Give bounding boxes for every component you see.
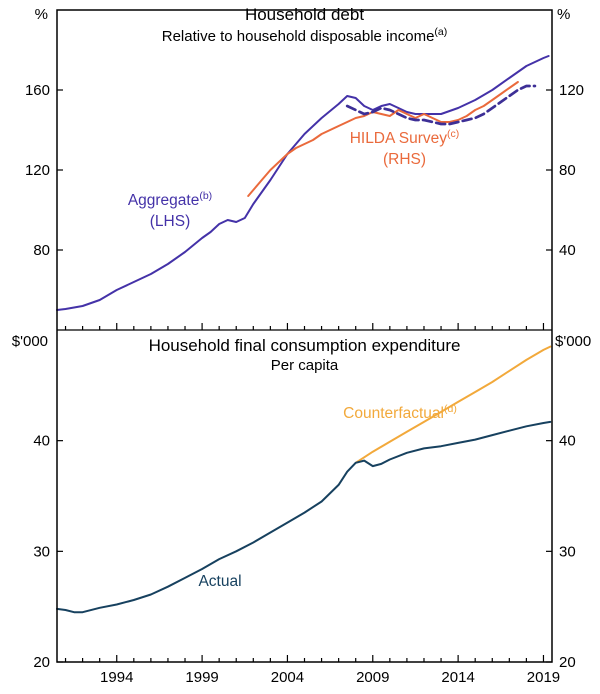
- y-tick-label: 20: [33, 654, 50, 671]
- series-line: [56, 420, 552, 614]
- y-tick-label: 40: [559, 242, 576, 259]
- counterfactual-label-text: Counterfactual: [343, 405, 444, 423]
- bottom-right-axis-unit: $'000: [555, 333, 592, 350]
- hilda-series-label: HILDA Survey(c) (RHS): [322, 124, 487, 170]
- y-tick-label: 40: [559, 433, 576, 450]
- top-panel-subtitle: Relative to household disposable income(…: [57, 26, 552, 45]
- series-line: [247, 81, 519, 197]
- actual-series-label: Actual: [175, 571, 265, 592]
- aggregate-label-footnote: (b): [199, 190, 213, 202]
- y-tick-label: 30: [559, 543, 576, 560]
- y-tick-label: 160: [25, 82, 50, 99]
- y-tick-label: 120: [25, 162, 50, 179]
- series-line: [345, 84, 537, 126]
- top-panel-title: Household debt: [57, 5, 552, 25]
- counterfactual-label-footnote: (d): [443, 403, 457, 415]
- top-panel-title-text: Household debt: [244, 5, 365, 24]
- bottom-panel-title: Household final consumption expenditure: [57, 336, 552, 356]
- series-line: [56, 55, 550, 311]
- top-panel-subtitle-footnote: (a): [434, 26, 448, 38]
- x-tick-label: 2009: [356, 669, 389, 686]
- top-left-axis-unit: %: [34, 6, 48, 23]
- y-tick-label: 120: [559, 82, 584, 99]
- hilda-label-axis-note: (RHS): [382, 151, 427, 169]
- hilda-label-footnote: (c): [447, 128, 460, 140]
- aggregate-series-label-line1: Aggregate(b): [100, 186, 240, 211]
- y-tick-label: 30: [33, 543, 50, 560]
- series-line: [354, 345, 552, 464]
- y-tick-label: 80: [559, 162, 576, 179]
- top-right-axis-unit: %: [557, 6, 571, 23]
- hilda-label-text: HILDA Survey: [349, 130, 448, 148]
- y-tick-label: 40: [33, 433, 50, 450]
- x-tick-label: 2019: [527, 669, 560, 686]
- y-tick-label: 20: [559, 654, 576, 671]
- actual-label-text: Actual: [198, 573, 242, 590]
- y-tick-label: 80: [33, 242, 50, 259]
- bottom-panel-subtitle-text: Per capita: [270, 357, 339, 374]
- x-tick-label: 2014: [441, 669, 474, 686]
- aggregate-label-text: Aggregate: [127, 192, 200, 210]
- counterfactual-series-label: Counterfactual(d): [315, 399, 485, 424]
- x-tick-label: 1994: [100, 669, 133, 686]
- aggregate-series-label: Aggregate(b) (LHS): [100, 186, 240, 232]
- bottom-left-axis-unit: $'000: [11, 333, 48, 350]
- x-tick-label: 1999: [185, 669, 218, 686]
- top-panel-subtitle-text: Relative to household disposable income: [161, 28, 435, 45]
- hilda-series-label-line1: HILDA Survey(c): [322, 124, 487, 149]
- bottom-panel-title-text: Household final consumption expenditure: [148, 336, 461, 355]
- x-tick-label: 2004: [271, 669, 304, 686]
- chart-frame: [56, 9, 553, 663]
- bottom-panel-subtitle: Per capita: [57, 357, 552, 374]
- aggregate-label-axis-note: (LHS): [149, 213, 191, 231]
